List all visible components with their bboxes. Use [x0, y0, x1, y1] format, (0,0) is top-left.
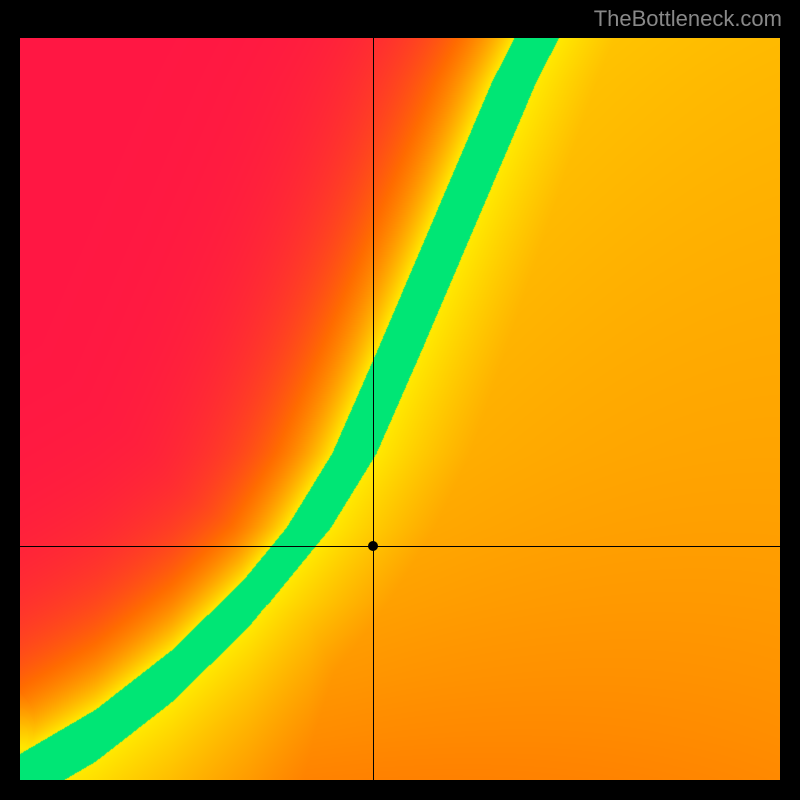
bottleneck-heatmap	[20, 38, 780, 780]
marker-dot	[368, 541, 378, 551]
watermark: TheBottleneck.com	[594, 6, 782, 32]
crosshair-vertical	[373, 38, 374, 780]
heatmap-canvas	[20, 38, 780, 780]
crosshair-horizontal	[20, 546, 780, 547]
